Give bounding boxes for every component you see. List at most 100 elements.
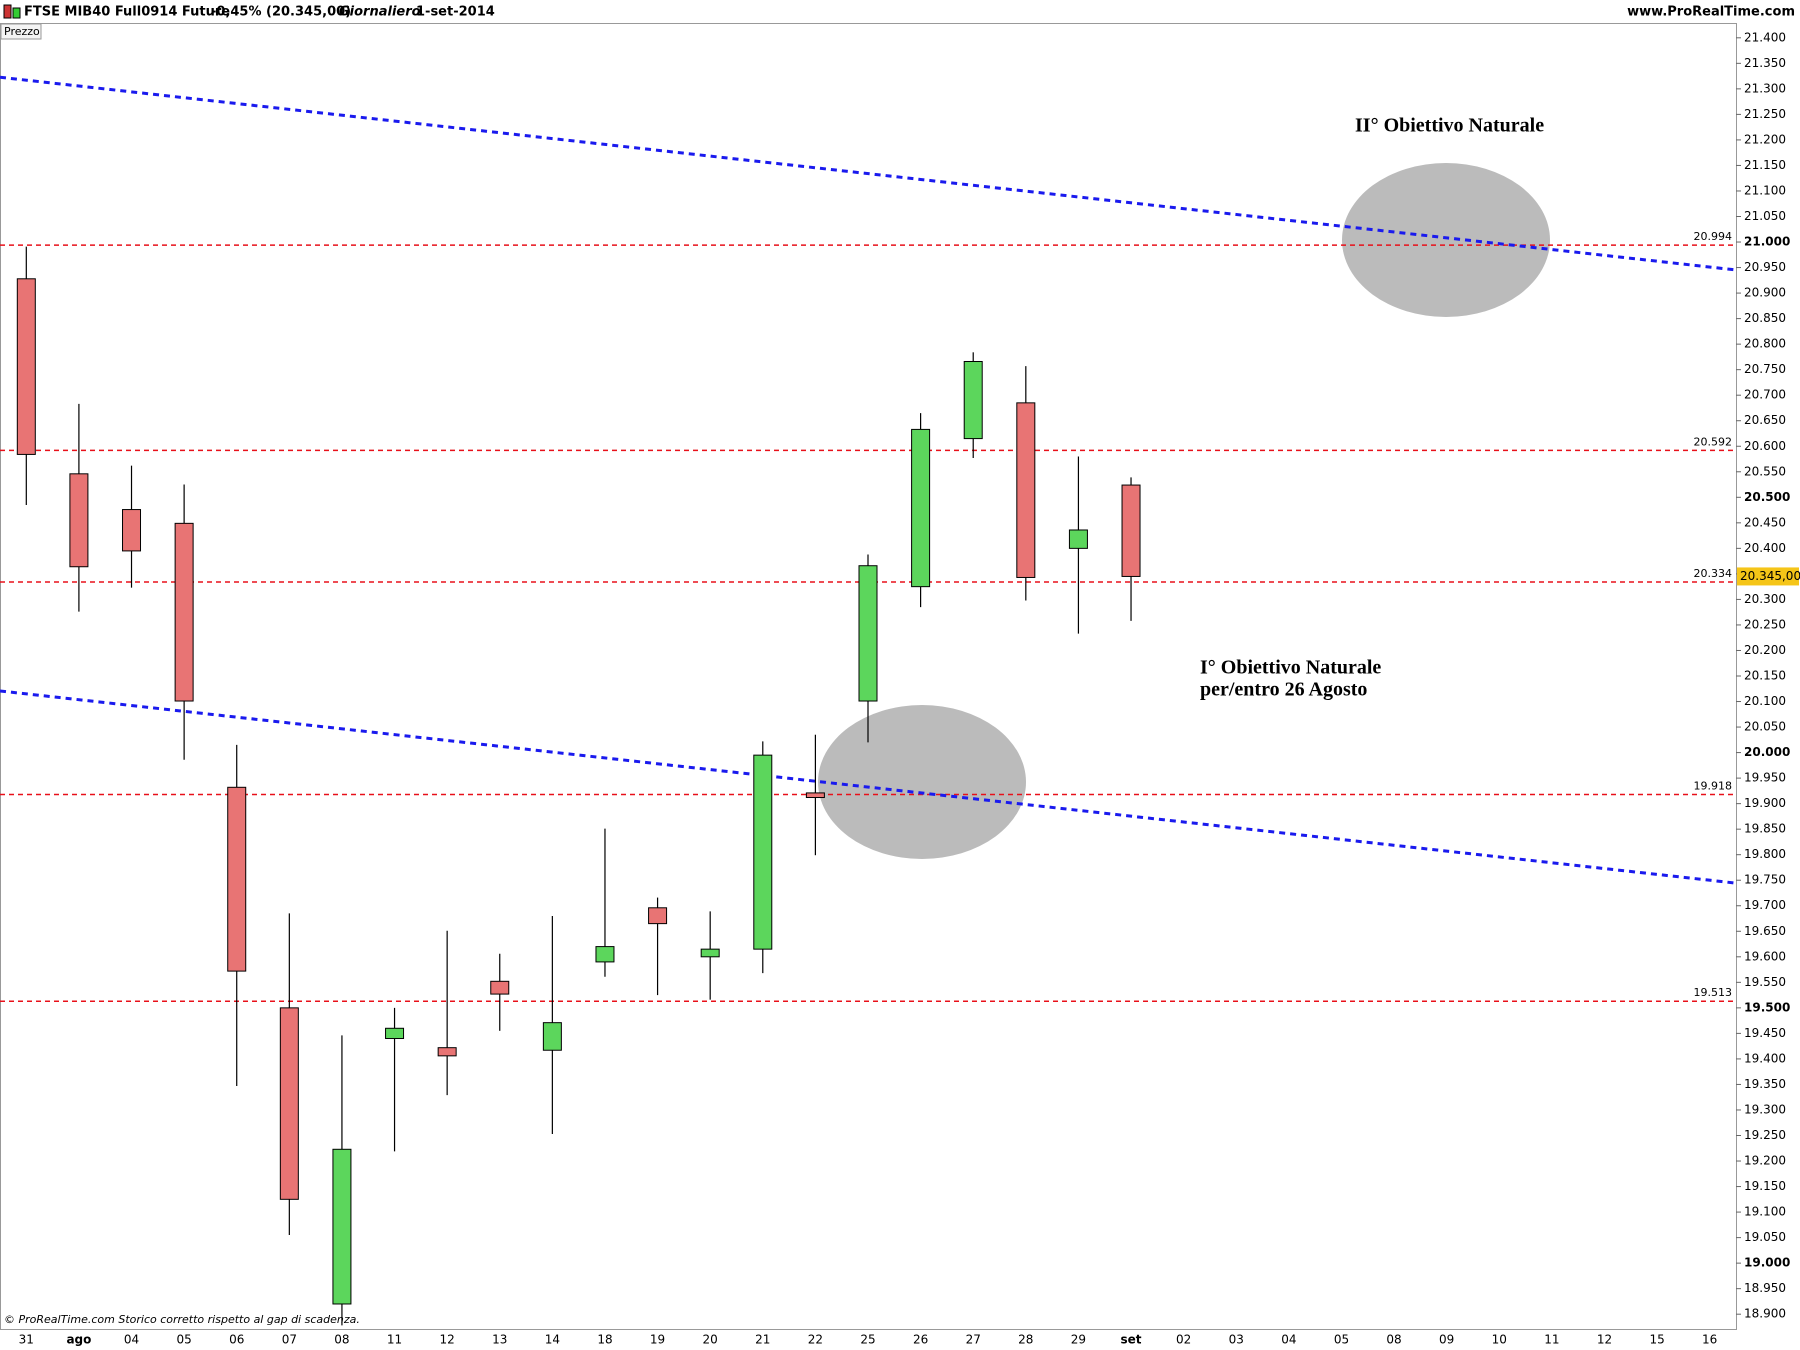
instrument-title: FTSE MIB40 Full0914 Future: [24, 5, 230, 20]
x-tick-label: 12: [440, 1333, 455, 1347]
trendline: [0, 689, 1737, 885]
y-tick-label: 21.200: [1744, 132, 1786, 146]
target-ellipse: [1342, 163, 1550, 317]
y-tick-label: 19.850: [1744, 822, 1786, 836]
x-tick-label: 27: [966, 1333, 981, 1347]
y-tick-label: 21.100: [1744, 183, 1786, 197]
y-tick-label: 19.450: [1744, 1026, 1786, 1040]
x-tick-label: 06: [229, 1333, 244, 1347]
y-tick-label: 19.700: [1744, 898, 1786, 912]
y-tick-label: 21.000: [1744, 235, 1790, 249]
x-tick-label: 05: [1334, 1333, 1349, 1347]
annotation: I° Obiettivo Naturale: [1200, 657, 1381, 679]
y-tick-label: 18.950: [1744, 1281, 1786, 1295]
candle-body: [595, 946, 615, 963]
y-tick-label: 20.800: [1744, 337, 1786, 351]
x-tick-label: 31: [19, 1333, 34, 1347]
x-tick-label: 05: [176, 1333, 191, 1347]
y-tick-label: 21.300: [1744, 81, 1786, 95]
y-tick-label: 20.250: [1744, 617, 1786, 631]
y-tick-label: 19.150: [1744, 1179, 1786, 1193]
x-tick-label: 11: [387, 1333, 402, 1347]
trendline: [0, 75, 1737, 272]
candle-body: [963, 360, 983, 440]
candle-body: [69, 473, 89, 568]
x-tick-label: 03: [1229, 1333, 1244, 1347]
x-tick-label: 02: [1176, 1333, 1191, 1347]
y-tick-label: 20.550: [1744, 464, 1786, 478]
x-tick-label: 16: [1702, 1333, 1717, 1347]
target-ellipse: [818, 705, 1026, 859]
y-tick-label: 20.600: [1744, 439, 1786, 453]
candle-body: [648, 907, 668, 925]
level-label: 20.592: [1694, 435, 1733, 448]
logo-icon: [3, 4, 12, 19]
y-tick-label: 20.100: [1744, 694, 1786, 708]
y-tick-label: 20.450: [1744, 515, 1786, 529]
annotation-shapes: [818, 163, 1550, 859]
y-tick-label: 21.150: [1744, 158, 1786, 172]
candle-body: [279, 1007, 299, 1200]
panel-label-box: [0, 23, 42, 40]
y-tick-label: 19.200: [1744, 1154, 1786, 1168]
y-tick-label: 19.050: [1744, 1230, 1786, 1244]
x-tick-label: 04: [1281, 1333, 1296, 1347]
candle-body: [437, 1047, 457, 1057]
y-tick-label: 20.700: [1744, 388, 1786, 402]
y-tick-label: 19.400: [1744, 1051, 1786, 1065]
y-tick-label: 19.750: [1744, 873, 1786, 887]
candle-body: [1016, 402, 1036, 578]
y-tick-label: 20.650: [1744, 413, 1786, 427]
y-tick-label: 19.250: [1744, 1128, 1786, 1142]
annotation: II° Obiettivo Naturale: [1355, 115, 1544, 137]
logo-icon: [12, 7, 21, 19]
last-price-box: [1737, 567, 1799, 586]
y-tick-label: 19.300: [1744, 1102, 1786, 1116]
x-tick-label: 19: [650, 1333, 665, 1347]
x-tick-label: 25: [860, 1333, 875, 1347]
y-tick-label: 20.200: [1744, 643, 1786, 657]
level-label: 19.918: [1694, 779, 1733, 792]
x-tick-label: 29: [1071, 1333, 1086, 1347]
x-tick-label: 10: [1492, 1333, 1507, 1347]
y-tick-label: 20.750: [1744, 362, 1786, 376]
x-tick-label: 11: [1544, 1333, 1559, 1347]
x-tick-label: ago: [66, 1333, 91, 1347]
y-tick-label: 18.900: [1744, 1307, 1786, 1321]
y-tick-label: 19.950: [1744, 771, 1786, 785]
candle-body: [332, 1148, 352, 1305]
candle-body: [858, 565, 878, 702]
y-tick-label: 20.400: [1744, 541, 1786, 555]
x-tick-label: set: [1121, 1333, 1142, 1347]
y-tick-label: 19.800: [1744, 847, 1786, 861]
y-tick-label: 20.300: [1744, 592, 1786, 606]
last-price-label: 20.345,00: [1740, 569, 1800, 583]
x-tick-label: 09: [1439, 1333, 1454, 1347]
candle-body: [16, 278, 36, 455]
y-tick-label: 19.650: [1744, 924, 1786, 938]
y-tick-label: 20.000: [1744, 745, 1790, 759]
x-tick-label: 18: [597, 1333, 612, 1347]
candle-body: [122, 509, 142, 552]
y-tick-label: 20.850: [1744, 311, 1786, 325]
y-tick-label: 20.050: [1744, 720, 1786, 734]
level-label: 19.513: [1694, 986, 1733, 999]
candle-body: [490, 980, 510, 995]
x-tick-label: 28: [1018, 1333, 1033, 1347]
y-tick-label: 21.250: [1744, 107, 1786, 121]
y-tick-label: 19.600: [1744, 949, 1786, 963]
y-tick-label: 20.500: [1744, 490, 1790, 504]
footer: © ProRealTime.com Storico corretto rispe…: [4, 1313, 360, 1326]
x-tick-label: 04: [124, 1333, 139, 1347]
x-tick-label: 08: [1386, 1333, 1401, 1347]
y-tick-label: 20.900: [1744, 286, 1786, 300]
candle-body: [385, 1027, 405, 1039]
x-tick-label: 26: [913, 1333, 928, 1347]
x-tick-label: 14: [545, 1333, 560, 1347]
level-label: 20.994: [1694, 230, 1733, 243]
y-tick-label: 19.100: [1744, 1205, 1786, 1219]
x-tick-label: 21: [755, 1333, 770, 1347]
x-tick-label: 12: [1597, 1333, 1612, 1347]
